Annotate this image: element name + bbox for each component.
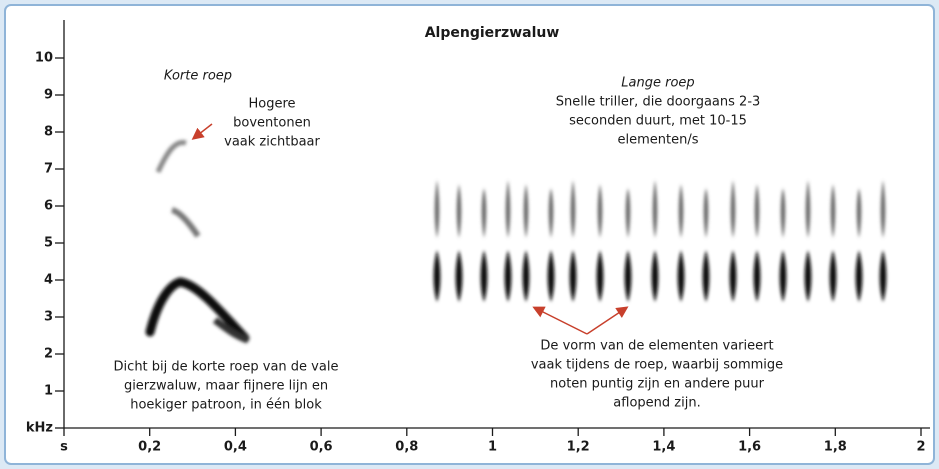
x-tick-label: 1,8 — [824, 440, 847, 455]
y-tick-label: 1 — [44, 384, 53, 399]
panel — [5, 5, 934, 464]
annotation: hoekiger patroon, in één blok — [130, 398, 322, 413]
annotation: Korte roep — [164, 69, 232, 84]
annotation: gierzwaluw, maar fijnere lijn en — [124, 379, 328, 394]
annotation: De vorm van de elementen varieert — [540, 339, 773, 354]
chart-title: Alpengierzwaluw — [425, 25, 560, 41]
annotation: elementen/s — [618, 133, 699, 148]
y-tick-label: 9 — [44, 88, 53, 103]
annotation: aflopend zijn. — [613, 396, 700, 411]
x-tick-label: 1,6 — [738, 440, 761, 455]
y-tick-label: 10 — [35, 51, 53, 66]
annotation: Hogere — [248, 97, 295, 112]
annotation: Dicht bij de korte roep van de vale — [114, 360, 339, 375]
annotation: noten puntig zijn en andere puur — [550, 377, 765, 392]
x-tick-label: 0,8 — [395, 440, 418, 455]
x-tick-label: 1,2 — [567, 440, 590, 455]
y-tick-label: 4 — [44, 273, 53, 288]
y-tick-label: 6 — [44, 199, 53, 214]
x-tick-label: 1 — [488, 440, 497, 455]
y-tick-label: 7 — [44, 162, 53, 177]
annotation: seconden duurt, met 10-15 — [569, 114, 747, 129]
x-tick-label: 1,4 — [652, 440, 675, 455]
x-tick-label: s — [60, 440, 68, 455]
annotation: Lange roep — [621, 76, 694, 91]
y-tick-label: 2 — [44, 347, 53, 362]
annotation: vaak zichtbaar — [224, 135, 320, 150]
x-tick-label: 0,2 — [138, 440, 161, 455]
y-tick-label: 3 — [44, 310, 53, 325]
y-tick-label: kHz — [26, 421, 53, 436]
x-tick-label: 0,4 — [224, 440, 247, 455]
y-tick-label: 5 — [44, 236, 53, 251]
chart: Alpengierzwaluw kHz 1 2 3 4 5 6 7 8 9 10 s 0,2 0,4 0,6… — [0, 0, 939, 469]
annotation: vaak tijdens de roep, waarbij sommige — [531, 358, 783, 373]
x-tick-label: 0,6 — [310, 440, 333, 455]
annotation: boventonen — [233, 116, 311, 131]
y-tick-label: 8 — [44, 125, 53, 140]
x-tick-label: 2 — [916, 440, 925, 455]
annotation: Snelle triller, die doorgaans 2-3 — [556, 95, 761, 110]
